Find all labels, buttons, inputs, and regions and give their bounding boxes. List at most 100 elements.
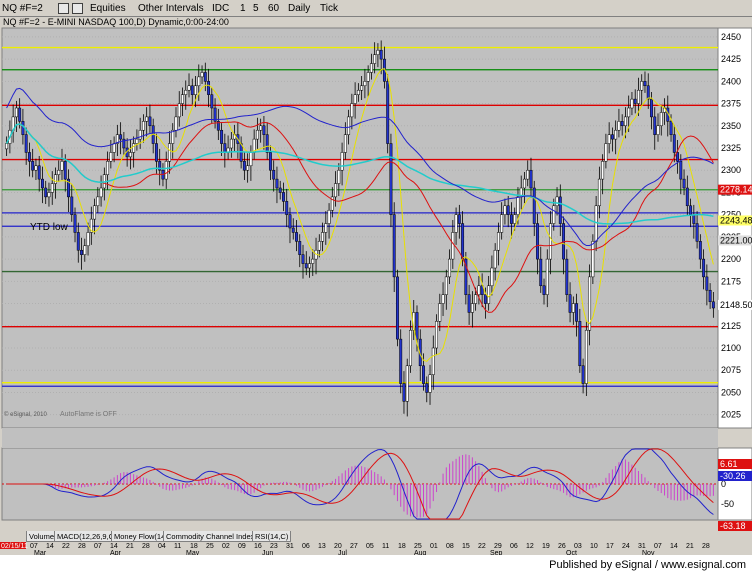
candle xyxy=(659,112,663,127)
x-tick-label: 29 xyxy=(494,543,502,550)
x-tick-label: 31 xyxy=(638,543,646,550)
idc-label: IDC xyxy=(212,3,230,14)
interval-1-button[interactable]: 1 xyxy=(240,3,246,14)
idc-button[interactable]: IDC xyxy=(212,2,229,15)
candle xyxy=(301,254,305,264)
candle xyxy=(610,134,614,140)
other-intervals-label: Other Intervals xyxy=(138,3,204,14)
month-label: Apr xyxy=(110,550,122,557)
x-tick-label: 05 xyxy=(366,543,374,550)
candle xyxy=(425,383,429,393)
candle xyxy=(334,183,338,198)
candle xyxy=(409,329,412,367)
x-tick-label: 11 xyxy=(382,543,389,550)
x-tick-label: 06 xyxy=(302,543,310,550)
toolbar: NQ #F=2 Equities Other Intervals IDC 1 5… xyxy=(0,0,752,17)
tab-macd[interactable]: MACD(12,26,9,C) xyxy=(54,531,120,542)
candle xyxy=(213,107,217,122)
candle xyxy=(578,321,582,367)
esignal-copyright: © eSignal, 2010 xyxy=(4,411,47,418)
candle xyxy=(399,338,403,384)
candle xyxy=(50,183,54,193)
tab-rsi[interactable]: RSI(14,C) xyxy=(252,531,292,542)
candle xyxy=(506,205,510,215)
candle xyxy=(158,161,162,171)
month-label: Jun xyxy=(262,550,273,557)
link-icon[interactable] xyxy=(72,3,83,14)
candle xyxy=(83,245,87,255)
candle xyxy=(539,258,543,287)
candle xyxy=(67,178,70,198)
chart-legend: NQ #F=2 - E-MINI NASDAQ 100,D) Dynamic,0… xyxy=(0,17,752,27)
candle xyxy=(493,249,497,269)
price-axis xyxy=(717,27,752,429)
y-tick-label: 2025 xyxy=(721,410,741,420)
x-tick-label: 19 xyxy=(542,543,550,550)
candle xyxy=(106,161,110,175)
other-intervals-button[interactable]: Other Intervals xyxy=(138,2,204,15)
candle xyxy=(653,116,657,135)
candle xyxy=(480,285,484,295)
candle xyxy=(617,121,621,131)
candle xyxy=(500,214,504,233)
equities-button[interactable]: Equities xyxy=(90,2,126,15)
price-tag-label: 2243.48 xyxy=(720,215,752,225)
candle xyxy=(415,312,419,340)
ytd-low-label: YTD low xyxy=(30,222,69,233)
month-label: Jul xyxy=(338,550,347,557)
symbol-box[interactable]: NQ #F=2 xyxy=(2,2,43,15)
y-tick-label: 2050 xyxy=(721,387,741,397)
candle xyxy=(115,134,119,144)
candle xyxy=(249,152,253,167)
candle xyxy=(5,143,9,150)
candle xyxy=(376,49,380,55)
candle xyxy=(650,98,653,118)
candle xyxy=(575,303,579,322)
candle xyxy=(99,187,103,198)
candle xyxy=(220,129,224,144)
candle xyxy=(467,294,471,313)
lock-icon[interactable] xyxy=(58,3,69,14)
y-tick-label: 2425 xyxy=(721,54,741,64)
candle xyxy=(637,89,640,104)
candle xyxy=(565,258,569,295)
candle xyxy=(708,289,712,303)
interval-60-button[interactable]: 60 xyxy=(268,3,280,14)
candle xyxy=(389,143,393,215)
candle xyxy=(112,143,116,153)
y-tick-label: 2100 xyxy=(721,343,741,353)
candle xyxy=(646,85,650,100)
y-tick-label: 2375 xyxy=(721,99,741,109)
candle xyxy=(487,285,491,304)
tab-volume[interactable]: Volume xyxy=(26,531,58,542)
candle xyxy=(327,209,331,224)
candle xyxy=(60,161,64,171)
candle xyxy=(229,138,233,149)
x-tick-label: 28 xyxy=(78,543,86,550)
candle xyxy=(379,49,383,60)
tab-money-flow[interactable]: Money Flow(14) xyxy=(111,531,171,542)
candle xyxy=(532,187,536,224)
candle xyxy=(268,152,272,171)
candle xyxy=(210,94,214,109)
candle xyxy=(148,116,152,127)
candle xyxy=(591,241,595,278)
x-tick-label: 07 xyxy=(654,543,662,550)
candle xyxy=(464,258,468,295)
interval-daily-button[interactable]: Daily xyxy=(288,3,311,14)
panel-gap xyxy=(2,428,718,448)
x-tick-label: 07 xyxy=(30,543,38,550)
candle xyxy=(18,107,22,122)
candle xyxy=(63,161,67,180)
price-panel xyxy=(1,27,719,429)
interval-5-button[interactable]: 5 xyxy=(253,3,259,14)
interval-tick-button[interactable]: Tick xyxy=(320,3,338,14)
candle xyxy=(627,107,631,118)
candle xyxy=(330,196,334,211)
price-tag-label: 2148.50 xyxy=(720,300,752,310)
candle xyxy=(164,161,168,180)
x-axis xyxy=(0,542,752,555)
candle xyxy=(386,81,390,144)
x-tick-label: 14 xyxy=(46,543,54,550)
